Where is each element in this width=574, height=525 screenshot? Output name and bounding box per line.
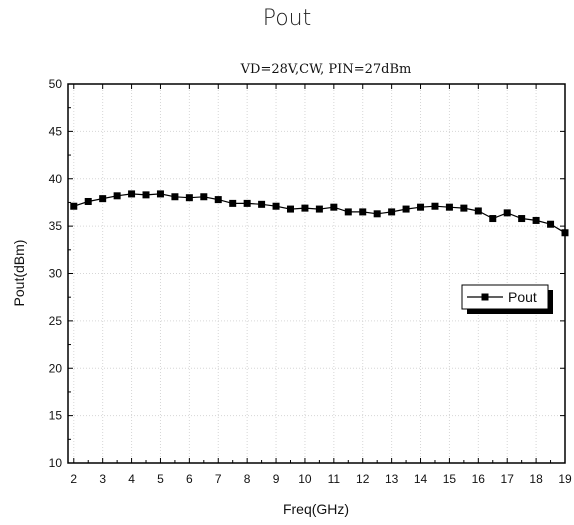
x-tick-label: 13: [385, 472, 399, 486]
data-point: [344, 208, 352, 216]
data-point: [99, 195, 107, 203]
x-tick-label: 18: [529, 472, 543, 486]
y-tick-label: 20: [49, 361, 63, 375]
data-point: [70, 202, 78, 210]
x-tick-label: 12: [356, 472, 370, 486]
x-tick-label: 2: [70, 472, 77, 486]
chart-title: Pout: [262, 6, 312, 31]
data-point: [547, 220, 555, 228]
series-line: [73, 193, 566, 234]
x-tick-label: 15: [443, 472, 457, 486]
data-point: [243, 199, 251, 207]
x-tick-label: 4: [128, 472, 135, 486]
data-point: [229, 199, 237, 207]
y-tick-label: 35: [49, 219, 63, 233]
data-point: [286, 205, 294, 213]
y-tick-label: 40: [49, 172, 63, 186]
x-tick-label: 14: [414, 472, 428, 486]
legend: Pout: [461, 284, 553, 314]
data-point: [330, 203, 338, 211]
x-tick-label: 11: [328, 472, 341, 486]
data-point: [171, 193, 179, 201]
data-point: [84, 197, 92, 205]
x-tick-label: 8: [244, 472, 251, 486]
y-tick-label: 30: [49, 267, 63, 281]
x-axis-label: Freq(GHz): [283, 501, 349, 517]
data-point: [214, 196, 222, 204]
data-point: [301, 204, 309, 212]
data-point: [460, 204, 468, 212]
x-tick-label: 6: [186, 472, 193, 486]
plot-frame: [67, 83, 566, 464]
grid-layer: [68, 83, 566, 464]
data-point: [518, 215, 526, 223]
x-tick-label: 19: [558, 472, 572, 486]
tick-layer: 2 3 4 5 6 7 8 9 10 11 12 13 14 15 16 17 18 19101520253035…: [49, 77, 572, 486]
data-point: [402, 205, 410, 213]
y-tick-label: 45: [49, 124, 63, 138]
x-tick-label: 5: [157, 472, 164, 486]
legend-label: Pout: [508, 289, 537, 305]
data-point: [445, 203, 453, 211]
data-point: [156, 190, 164, 198]
data-point: [503, 209, 511, 217]
data-point: [431, 202, 439, 210]
x-tick-label: 7: [215, 472, 222, 486]
data-point: [373, 210, 381, 218]
y-tick-label: 15: [49, 409, 63, 423]
chart-subtitle: VD=28V,CW, PIN=27dBm: [240, 62, 412, 77]
x-tick-label: 16: [472, 472, 486, 486]
data-point: [128, 190, 136, 198]
data-point: [388, 208, 396, 216]
data-point: [142, 191, 150, 199]
x-tick-label: 3: [99, 472, 106, 486]
data-point: [474, 207, 482, 215]
series-layer: [70, 190, 569, 237]
data-point: [417, 203, 425, 211]
data-point: [258, 200, 266, 208]
data-point: [272, 202, 280, 210]
y-tick-label: 50: [49, 77, 63, 91]
x-tick-label: 17: [501, 472, 515, 486]
data-point: [315, 205, 323, 213]
y-tick-label: 25: [49, 314, 63, 328]
data-point: [113, 192, 121, 200]
y-axis-label: Pout(dBm): [11, 240, 27, 307]
x-tick-label: 9: [273, 472, 280, 486]
x-tick-label: 10: [298, 472, 312, 486]
data-point: [359, 208, 367, 216]
y-tick-label: 10: [49, 456, 63, 470]
data-point: [489, 215, 497, 223]
data-point: [200, 193, 208, 201]
legend-marker-icon: [481, 293, 489, 301]
data-point: [185, 194, 193, 202]
data-point: [532, 216, 540, 224]
